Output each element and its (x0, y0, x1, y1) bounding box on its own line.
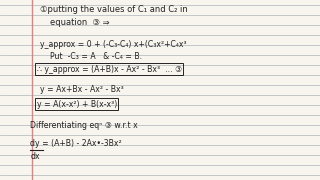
Text: y = A(x-x²) + B(x-x³): y = A(x-x²) + B(x-x³) (37, 100, 117, 109)
Text: y_approx = 0 + (-C₃-C₄) x+(C₃x²+C₄x³: y_approx = 0 + (-C₃-C₄) x+(C₃x²+C₄x³ (40, 40, 187, 49)
Text: equation  ③ ⇒: equation ③ ⇒ (50, 18, 109, 27)
Text: dy = (A+B) - 2Ax•-3Bx²: dy = (A+B) - 2Ax•-3Bx² (30, 140, 122, 148)
Text: dx: dx (30, 152, 40, 161)
Text: Differentiating eqⁿ ③ w.r.t x: Differentiating eqⁿ ③ w.r.t x (30, 122, 138, 130)
Text: Put  -C₃ = A   & -C₄ = B.: Put -C₃ = A & -C₄ = B. (50, 52, 142, 61)
Text: ①putting the values of C₁ and C₂ in: ①putting the values of C₁ and C₂ in (40, 5, 188, 14)
Text: ∴ y_approx = (A+B)x - Ax² - Bx³  ... ③: ∴ y_approx = (A+B)x - Ax² - Bx³ ... ③ (37, 65, 182, 74)
Text: y = Ax+Bx - Ax² - Bx³: y = Ax+Bx - Ax² - Bx³ (40, 86, 124, 94)
